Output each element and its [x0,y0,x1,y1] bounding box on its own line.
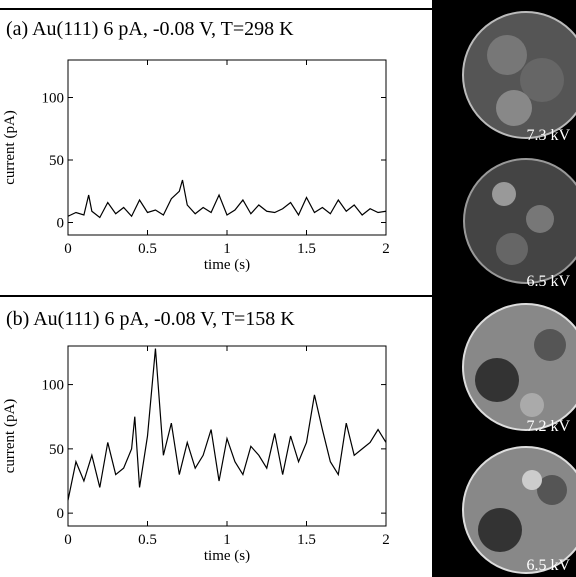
image-label: after [432,478,458,525]
voltage-label: 7.2 kV [526,418,570,435]
y-tick-label: 50 [49,442,64,458]
series-line [67,179,387,219]
field-emission-image [462,446,576,574]
voltage-label: 7.3 kV [526,127,570,144]
field-emission-image [462,303,576,431]
x-tick-label: 1 [223,241,231,257]
x-tick-label: 2 [382,241,390,257]
chart-b: 0 0.5 1 1.5 2 0 50 100 time (s) current (pA) [2,345,390,564]
image-cell-a-before: before 7.3 kV [432,0,576,147]
image-label: after [432,197,458,244]
panel-a-title: (a) Au(111) 6 pA, -0.08 V, T=298 K [6,18,294,40]
field-emission-image [462,11,576,139]
y-tick-label: 100 [42,91,65,107]
x-axis-label: time (s) [204,257,250,273]
image-label: before [432,43,453,104]
field-emission-image [463,158,576,284]
y-tick-label: 0 [57,216,65,232]
panel-divider [0,8,432,10]
voltage-label: 6.5 kV [526,557,570,574]
series-line [67,348,387,501]
y-tick-label: 0 [57,506,65,522]
x-tick-label: 0.5 [138,532,157,548]
x-tick-label: 1 [223,532,231,548]
x-tick-label: 0 [64,532,72,548]
y-axis-label: current (pA) [2,110,18,185]
voltage-label: 6.5 kV [526,273,570,290]
image-cell-b-before: before 7.2 kV [432,295,576,438]
x-tick-label: 0.5 [138,241,157,257]
x-tick-label: 0 [64,241,72,257]
y-axis-label: current (pA) [2,399,18,474]
chart-a: 0 0.5 1 1.5 2 0 50 100 time (s) current (pA) [2,59,390,273]
panel-b-title: (b) Au(111) 6 pA, -0.08 V, T=158 K [6,308,295,330]
y-tick-label: 50 [49,153,64,169]
x-axis-label: time (s) [204,548,250,564]
image-cell-b-after: after 6.5 kV [432,440,576,577]
image-column: before 7.3 kV after 6.5 kV before 7.2 kV… [432,0,576,577]
image-label: before [432,333,453,394]
y-tick-label: 100 [42,378,65,394]
x-tick-label: 1.5 [297,241,316,257]
image-cell-a-after: after 6.5 kV [432,149,576,293]
plot-frame [67,59,387,236]
panel-divider [0,295,432,297]
x-tick-label: 1.5 [297,532,316,548]
plot-frame [67,345,387,527]
x-tick-label: 2 [382,532,390,548]
